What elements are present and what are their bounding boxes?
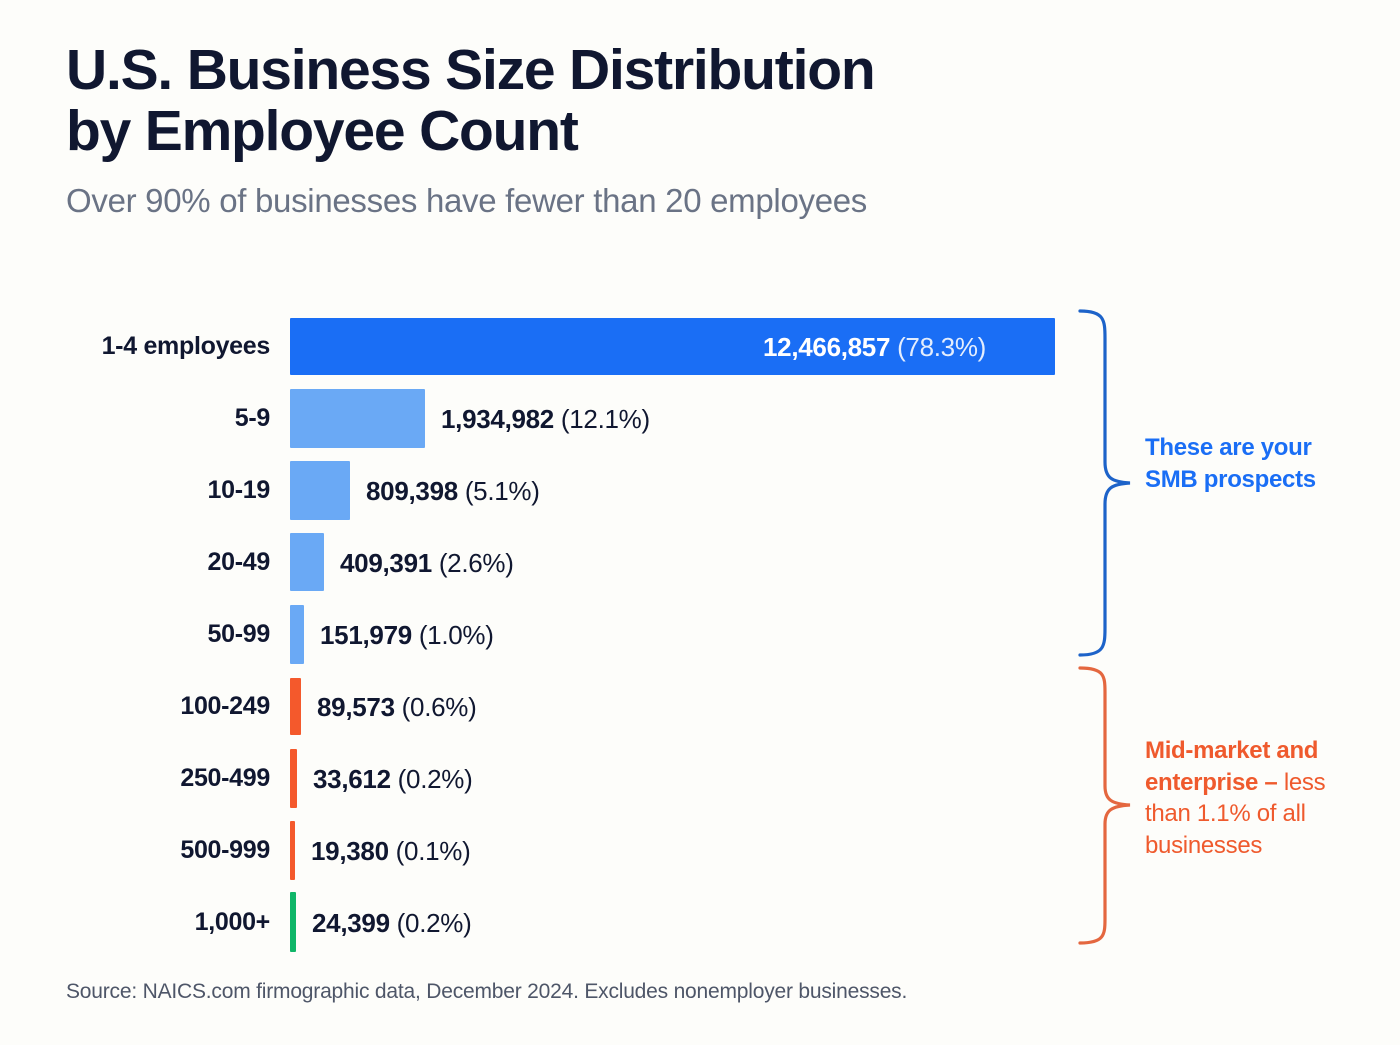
bar-value-label: 33,612 (0.2%)	[313, 764, 473, 795]
bar-category-label: 250-499	[180, 763, 270, 792]
bar-category-label: 50-99	[207, 619, 271, 648]
bar-value-percent: (0.1%)	[395, 836, 471, 866]
bar-row: 1-4 employees	[0, 310, 1400, 382]
annotation-enterprise-lead: Mid-market and enterprise –	[1145, 737, 1319, 796]
chart-header: U.S. Business Size Distribution by Emplo…	[66, 40, 1246, 220]
bar-row: 250-499	[0, 742, 1400, 814]
bar-value-number: 33,612	[313, 764, 391, 794]
bar-value-number: 809,398	[366, 476, 458, 506]
bar-value-number: 1,934,982	[441, 404, 554, 434]
bar-container	[290, 742, 297, 814]
bar-value-label: 409,391 (2.6%)	[340, 548, 514, 579]
bar-value-label: 89,573 (0.6%)	[317, 692, 477, 723]
bar	[290, 317, 1055, 375]
bar-container	[290, 886, 296, 958]
bar-value-number: 12,466,857	[763, 332, 891, 362]
bar-value-percent: (1.0%)	[418, 620, 494, 650]
bar-chart-plot-area: 1-4 employees 12,466,857 (78.3%) 5-9 1,934,…	[0, 300, 1400, 952]
bar	[290, 533, 324, 591]
bar-category-label: 1,000+	[194, 907, 271, 936]
bar-container	[290, 670, 301, 742]
bar-container	[290, 526, 324, 598]
bar-value-percent: (78.3%)	[897, 332, 987, 362]
page-title: U.S. Business Size Distribution by Emplo…	[66, 38, 876, 163]
bar-value-percent: (5.1%)	[464, 476, 540, 506]
bar-value-label: 809,398 (5.1%)	[366, 476, 540, 507]
bar	[290, 820, 295, 880]
bar-category-label: 1-4 employees	[101, 331, 271, 360]
bar-container	[290, 310, 1055, 382]
bar-value-percent: (0.2%)	[397, 764, 473, 794]
annotation-enterprise-label: Mid-market and enterprise – less than 1.…	[1145, 735, 1345, 862]
bar-container	[290, 382, 425, 454]
bar-value-number: 19,380	[311, 836, 389, 866]
bar-value-number: 24,399	[312, 908, 390, 938]
bar-row: 20-49	[0, 526, 1400, 598]
bar-row: 100-249	[0, 670, 1400, 742]
bar	[290, 748, 297, 808]
bar-row: 10-19	[0, 454, 1400, 526]
bar-value-percent: (0.6%)	[401, 692, 477, 722]
bar	[290, 460, 350, 520]
bar-category-label: 5-9	[234, 403, 271, 432]
bar-value-number: 151,979	[320, 620, 412, 650]
bar-value-label: 12,466,857 (78.3%)	[763, 332, 986, 363]
annotation-smb-label: These are your SMB prospects	[1145, 434, 1316, 493]
bar-value-number: 89,573	[317, 692, 395, 722]
bar-value-label: 19,380 (0.1%)	[311, 836, 471, 867]
bar	[290, 677, 301, 735]
bar-row: 500-999	[0, 814, 1400, 886]
bar-row: 5-9	[0, 382, 1400, 454]
bar-container	[290, 598, 304, 670]
bar-category-label: 20-49	[207, 547, 271, 576]
bar-container	[290, 454, 350, 526]
bar	[290, 388, 425, 448]
bar-value-percent: (2.6%)	[438, 548, 514, 578]
bar-value-number: 409,391	[340, 548, 432, 578]
bar-row: 50-99	[0, 598, 1400, 670]
source-note: Source: NAICS.com firmographic data, Dec…	[66, 980, 908, 1003]
bar-value-label: 24,399 (0.2%)	[312, 908, 472, 939]
bar-value-percent: (12.1%)	[560, 404, 650, 434]
bar-value-percent: (0.2%)	[396, 908, 472, 938]
bar-value-label: 1,934,982 (12.1%)	[441, 404, 650, 435]
bar-category-label: 10-19	[207, 475, 271, 504]
bar	[290, 892, 296, 952]
bar-row: 1,000+	[0, 886, 1400, 958]
bar-container	[290, 814, 295, 886]
bar-value-label: 151,979 (1.0%)	[320, 620, 494, 651]
bar-category-label: 500-999	[180, 835, 270, 864]
bar-category-label: 100-249	[180, 691, 270, 720]
bar	[290, 604, 304, 664]
annotation-enterprise-tail: less than 1.1% of all businesses	[1145, 768, 1326, 860]
page-subtitle: Over 90% of businesses have fewer than 2…	[66, 181, 867, 219]
